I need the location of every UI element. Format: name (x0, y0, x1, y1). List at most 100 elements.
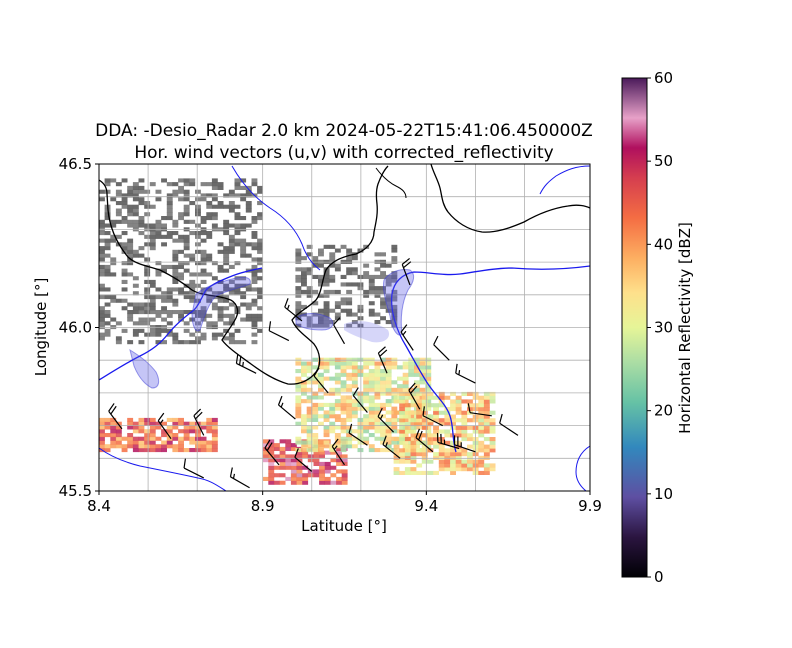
reflectivity-cell (385, 278, 392, 283)
reflectivity-cell (425, 387, 432, 392)
reflectivity-cell (295, 286, 302, 291)
reflectivity-cell (200, 448, 207, 453)
reflectivity-cell (104, 182, 111, 187)
x-tick-label: 8.9 (251, 497, 275, 515)
reflectivity-cell (115, 234, 122, 239)
reflectivity-cell (301, 369, 307, 374)
reflectivity-cell (363, 425, 370, 430)
reflectivity-cell (330, 480, 337, 485)
reflectivity-cell (211, 212, 218, 217)
reflectivity-cell (312, 391, 319, 396)
reflectivity-cell (161, 268, 167, 273)
reflectivity-cell (408, 387, 415, 392)
reflectivity-cell (391, 323, 398, 328)
reflectivity-cell (391, 244, 398, 249)
reflectivity-cell (206, 325, 213, 330)
reflectivity-cell (206, 204, 213, 209)
reflectivity-cell (380, 391, 386, 396)
wind-barb (433, 335, 450, 361)
reflectivity-cell (161, 216, 167, 221)
reflectivity-cell (161, 328, 167, 333)
reflectivity-cell (268, 473, 275, 478)
reflectivity-cell (318, 406, 324, 411)
reflectivity-cell (127, 204, 134, 209)
reflectivity-cell (104, 272, 111, 277)
reflectivity-cell (399, 452, 406, 457)
reflectivity-cell (368, 448, 375, 453)
reflectivity-cell (323, 293, 330, 298)
reflectivity-cell (374, 372, 381, 377)
reflectivity-cell (374, 361, 381, 366)
reflectivity-cell (312, 436, 319, 441)
reflectivity-cell (99, 253, 105, 258)
reflectivity-cell (410, 418, 417, 423)
reflectivity-cell (183, 433, 190, 438)
reflectivity-cell (301, 361, 307, 366)
reflectivity-cell (211, 193, 218, 198)
reflectivity-cell (404, 448, 411, 453)
reflectivity-cell (99, 249, 105, 254)
reflectivity-cell (340, 274, 347, 279)
reflectivity-cell (166, 298, 173, 303)
reflectivity-cell (172, 336, 179, 341)
reflectivity-cell (99, 238, 105, 243)
reflectivity-cell (319, 454, 325, 459)
reflectivity-cell (211, 332, 218, 337)
reflectivity-cell (368, 286, 375, 291)
reflectivity-cell (421, 407, 428, 412)
wind-barbs (108, 257, 519, 489)
reflectivity-cell (104, 302, 111, 307)
reflectivity-cell (195, 197, 201, 202)
reflectivity-cell (200, 231, 207, 236)
reflectivity-cell (455, 459, 462, 464)
reflectivity-cell (306, 436, 313, 441)
reflectivity-cell (245, 208, 252, 213)
reflectivity-cell (166, 204, 173, 209)
reflectivity-cell (368, 402, 375, 407)
reflectivity-cell (438, 391, 445, 396)
reflectivity-cell (200, 219, 207, 224)
reflectivity-cell (318, 252, 324, 257)
reflectivity-cell (166, 193, 173, 198)
reflectivity-cell (301, 282, 307, 287)
reflectivity-cell (334, 316, 341, 321)
river (575, 445, 590, 491)
reflectivity-cell (323, 244, 330, 249)
reflectivity-cell (421, 455, 428, 460)
reflectivity-cell (172, 249, 179, 254)
reflectivity-cell (427, 414, 434, 419)
wind-barb (436, 432, 460, 450)
reflectivity-cell (427, 433, 434, 438)
reflectivity-cell (251, 216, 258, 221)
reflectivity-cell (206, 182, 213, 187)
reflectivity-cell (433, 414, 439, 419)
reflectivity-cell (301, 372, 307, 377)
reflectivity-cell (295, 384, 302, 389)
reflectivity-cell (306, 289, 313, 294)
reflectivity-cell (200, 268, 207, 273)
reflectivity-cell (306, 448, 313, 453)
reflectivity-cell (104, 223, 111, 228)
reflectivity-cell (380, 357, 386, 362)
reflectivity-cell (340, 421, 347, 426)
reflectivity-cell (228, 317, 235, 322)
reflectivity-cell (323, 429, 330, 434)
reflectivity-cell (189, 295, 196, 300)
reflectivity-cell (183, 310, 190, 315)
reflectivity-cell (323, 271, 330, 276)
reflectivity-cell (351, 320, 358, 325)
reflectivity-cell (178, 340, 184, 345)
reflectivity-cell (461, 433, 468, 438)
reflectivity-cell (132, 276, 139, 281)
reflectivity-cell (223, 298, 230, 303)
reflectivity-cell (368, 425, 375, 430)
reflectivity-cell (189, 440, 196, 445)
reflectivity-cell (155, 197, 162, 202)
reflectivity-cell (189, 291, 196, 296)
reflectivity-cell (318, 361, 324, 366)
reflectivity-cell (336, 476, 342, 481)
reflectivity-cell (211, 429, 218, 434)
reflectivity-cell (404, 429, 411, 434)
reflectivity-cell (340, 448, 347, 453)
